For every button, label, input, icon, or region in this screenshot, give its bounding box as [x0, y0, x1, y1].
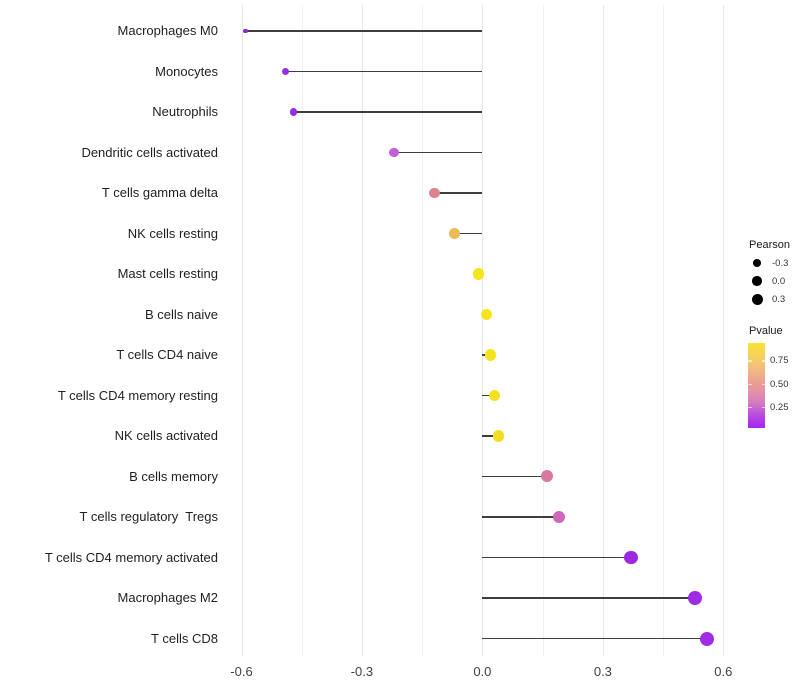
x-tick-label: -0.6	[230, 664, 253, 679]
pvalue-tick-mark	[748, 406, 752, 409]
x-tick-label: 0.6	[714, 664, 733, 679]
x-tick-label: -0.3	[350, 664, 374, 679]
minor-gridline	[542, 5, 544, 656]
stem	[285, 70, 483, 73]
stem	[434, 192, 483, 194]
stem	[482, 475, 547, 478]
data-point	[492, 430, 505, 442]
data-point	[552, 510, 565, 524]
pvalue-tick-mark	[748, 360, 752, 362]
category-label: T cells CD4 memory activated	[44, 549, 218, 565]
data-point	[282, 68, 290, 76]
stem	[482, 556, 631, 559]
stem	[245, 30, 483, 32]
data-point	[243, 28, 248, 34]
size-legend-dot	[752, 276, 762, 286]
category-label: B cells memory	[129, 468, 218, 484]
data-point	[488, 389, 501, 402]
data-point	[688, 591, 703, 605]
stem	[482, 394, 495, 397]
major-gridline	[602, 5, 604, 656]
x-tick-label: 0.0	[473, 664, 492, 679]
category-label: Monocytes	[155, 63, 218, 79]
category-label: NK cells resting	[127, 225, 218, 241]
category-label: B cells naive	[145, 306, 218, 322]
minor-gridline	[422, 5, 424, 656]
stem	[482, 597, 696, 599]
pvalue-tick-mark	[761, 383, 765, 386]
pvalue-tick-label: 0.25	[770, 402, 789, 414]
minor-gridline	[301, 5, 303, 656]
category-label: T cells CD4 naive	[116, 347, 218, 362]
data-point	[700, 631, 715, 646]
category-label: T cells regulatory Tregs	[79, 509, 218, 524]
data-point	[429, 187, 440, 199]
color-legend-title: Pvalue	[749, 325, 783, 337]
category-label: T cells CD4 memory resting	[57, 387, 218, 403]
data-point	[540, 470, 553, 483]
major-gridline	[723, 5, 725, 656]
stem	[482, 435, 499, 437]
pvalue-tick-mark	[761, 360, 765, 362]
major-gridline	[482, 5, 484, 656]
size-legend-label: 0.3	[772, 293, 786, 305]
size-legend-label: -0.3	[772, 257, 789, 269]
x-tick-label: 0.3	[593, 664, 612, 679]
stem	[394, 151, 483, 154]
category-label: T cells gamma delta	[101, 185, 218, 200]
category-label: NK cells activated	[114, 428, 218, 443]
data-point	[290, 108, 298, 116]
major-gridline	[241, 5, 243, 656]
size-legend-dot	[751, 293, 763, 305]
pvalue-gradient-bar	[748, 343, 765, 428]
pvalue-tick-label: 0.75	[770, 355, 789, 367]
stem	[482, 516, 559, 518]
data-point	[624, 550, 638, 565]
pvalue-tick-mark	[761, 406, 765, 409]
size-legend-dot	[753, 259, 761, 267]
category-label: Dendritic cells activated	[81, 144, 218, 160]
category-label: Macrophages M2	[117, 590, 218, 605]
data-point	[484, 349, 496, 361]
major-gridline	[361, 5, 363, 656]
stem	[482, 637, 708, 640]
data-point	[389, 147, 399, 158]
category-label: T cells CD8	[151, 630, 218, 646]
pvalue-tick-mark	[748, 383, 752, 386]
category-label: Mast cells resting	[117, 266, 218, 281]
minor-gridline	[663, 5, 665, 656]
size-legend-title: Pearson	[749, 239, 790, 251]
stem	[454, 232, 483, 235]
data-point	[448, 228, 460, 239]
data-point	[472, 268, 484, 280]
category-label: Neutrophils	[152, 104, 218, 119]
pvalue-tick-label: 0.50	[770, 379, 789, 391]
category-label: Macrophages M0	[117, 23, 218, 38]
data-point	[480, 308, 493, 321]
size-legend-label: 0.0	[772, 275, 786, 287]
stem	[293, 111, 483, 113]
